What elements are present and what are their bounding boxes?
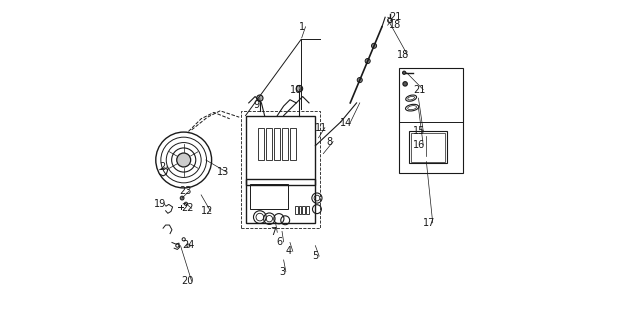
- Text: 18: 18: [389, 20, 401, 30]
- Bar: [306, 206, 309, 214]
- Bar: [282, 128, 288, 160]
- Text: 6: 6: [277, 237, 283, 247]
- Text: 4: 4: [286, 246, 292, 256]
- Text: 17: 17: [423, 218, 435, 228]
- Circle shape: [365, 59, 370, 64]
- Text: 19: 19: [154, 199, 167, 209]
- Bar: [298, 206, 302, 214]
- Bar: [410, 133, 446, 162]
- Bar: [409, 132, 447, 163]
- Text: 21: 21: [413, 84, 426, 95]
- Bar: [245, 116, 315, 185]
- Text: 20: 20: [182, 276, 194, 286]
- Circle shape: [371, 43, 376, 48]
- Text: 11: 11: [315, 123, 327, 133]
- Circle shape: [296, 85, 303, 92]
- Circle shape: [402, 71, 406, 74]
- Circle shape: [180, 196, 184, 200]
- Text: 23: 23: [179, 186, 192, 196]
- Bar: [245, 179, 315, 223]
- Text: 22: 22: [182, 203, 194, 213]
- Circle shape: [357, 77, 362, 83]
- Text: 1: 1: [298, 22, 305, 32]
- Bar: [250, 184, 289, 209]
- Bar: [274, 128, 280, 160]
- Bar: [241, 111, 320, 228]
- Text: 12: 12: [201, 206, 213, 216]
- Bar: [266, 128, 272, 160]
- Text: 18: 18: [397, 50, 410, 60]
- Text: 10: 10: [290, 84, 302, 95]
- Text: 2: 2: [159, 162, 166, 172]
- Text: 13: 13: [216, 167, 229, 177]
- Circle shape: [256, 95, 263, 101]
- Circle shape: [403, 82, 407, 86]
- Text: 21: 21: [389, 12, 401, 22]
- Bar: [399, 68, 463, 173]
- Text: 3: 3: [279, 267, 285, 277]
- Text: 8: 8: [326, 137, 332, 147]
- Text: 16: 16: [413, 140, 426, 150]
- Text: 24: 24: [182, 240, 195, 250]
- Circle shape: [177, 153, 191, 167]
- Text: 7: 7: [270, 227, 277, 237]
- Text: 14: 14: [341, 117, 352, 128]
- Text: 9: 9: [253, 100, 260, 110]
- Bar: [290, 128, 295, 160]
- Text: 5: 5: [312, 251, 318, 261]
- Bar: [302, 206, 305, 214]
- Bar: [258, 128, 264, 160]
- Bar: [295, 206, 298, 214]
- Text: 15: 15: [413, 126, 426, 136]
